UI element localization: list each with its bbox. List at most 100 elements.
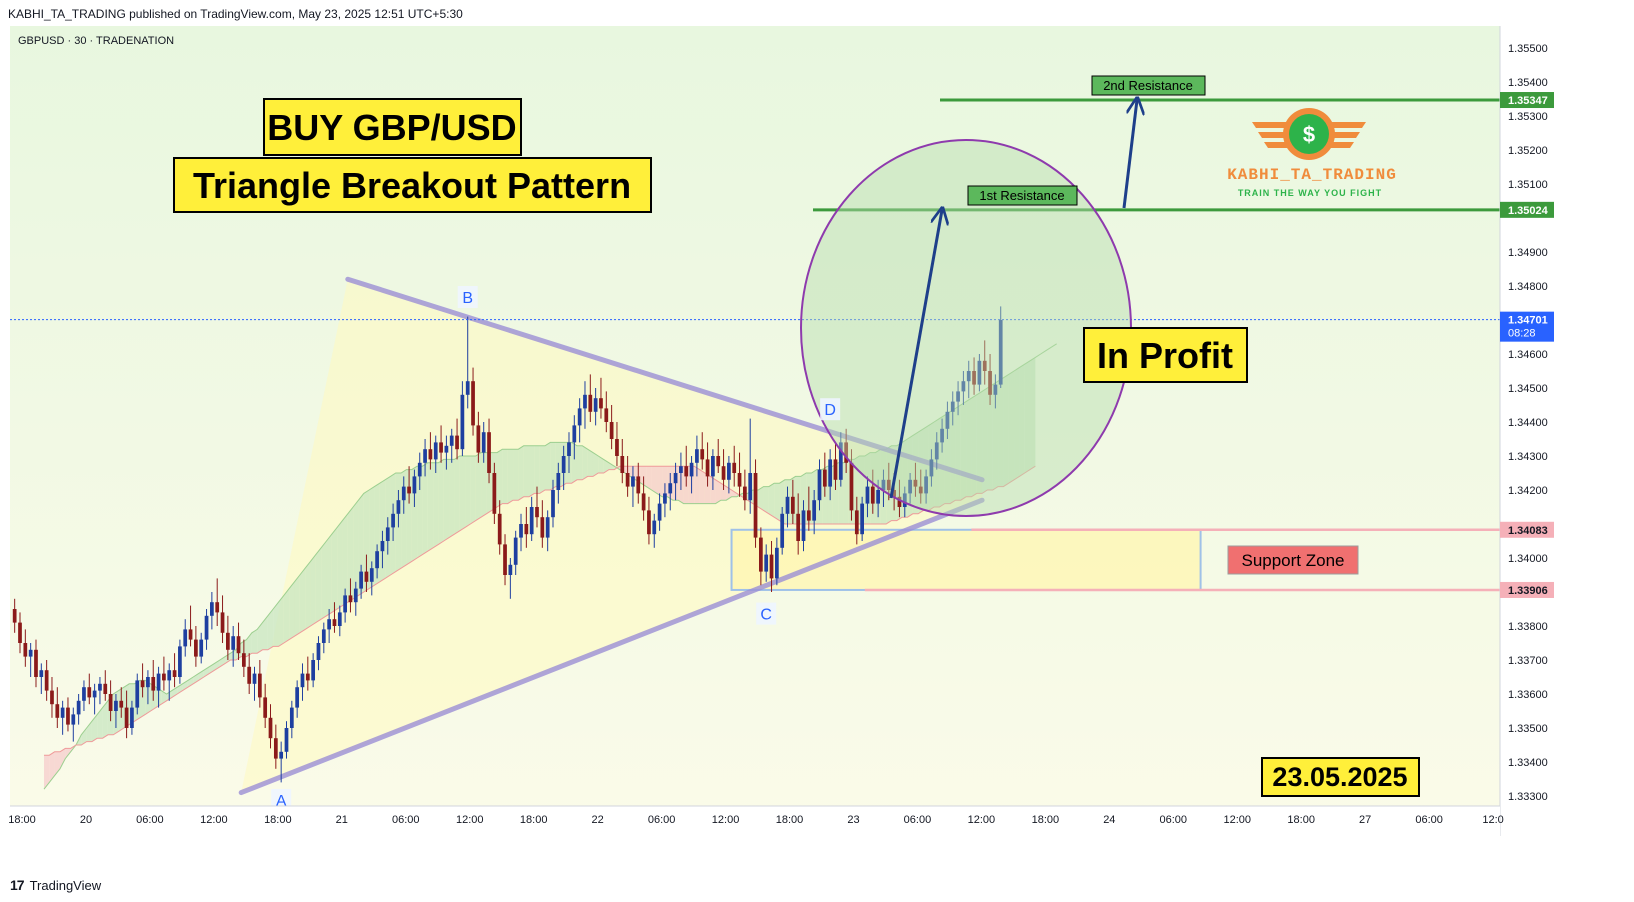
- cloud-segment: [187, 677, 194, 688]
- candle-body: [833, 459, 838, 480]
- price-tick-label: 1.33700: [1508, 655, 1548, 667]
- time-tick-label: 12:00: [1223, 814, 1251, 826]
- candle-body: [119, 700, 124, 708]
- candle-body: [236, 636, 241, 654]
- candle-body: [247, 666, 252, 684]
- price-badge: 1.34083: [1500, 521, 1554, 538]
- triangle-lower-line[interactable]: [238, 497, 985, 796]
- cloud-segment: [998, 377, 1004, 487]
- time-tick-label: 06:00: [1160, 814, 1188, 826]
- tradingview-footer[interactable]: 17 TradingView: [10, 874, 101, 896]
- cloud-segment: [305, 561, 311, 630]
- candle-body: [982, 360, 987, 371]
- candle-body: [439, 442, 443, 453]
- triangle-upper-line[interactable]: [345, 276, 985, 483]
- cloud-segment: [443, 459, 450, 541]
- cloud-segment: [646, 466, 652, 490]
- cloud-segment: [342, 513, 348, 606]
- cloud-segment: [347, 507, 354, 603]
- candle-body: [780, 513, 785, 548]
- candle-body: [838, 442, 843, 480]
- price-tick-label: 1.34200: [1508, 485, 1548, 497]
- cloud-segment: [715, 479, 721, 504]
- time-tick-label: 06:00: [648, 814, 676, 826]
- candle-body: [524, 524, 529, 535]
- cloud-segment: [587, 449, 593, 477]
- countdown-label: 08:28: [1508, 328, 1536, 340]
- cloud-segment: [54, 751, 60, 776]
- candle-body: [172, 670, 177, 677]
- price-tick-label: 1.35100: [1508, 179, 1548, 191]
- candle-body: [380, 541, 385, 552]
- candle-body: [972, 371, 976, 385]
- cloud-segment: [1019, 364, 1025, 477]
- candle-body: [503, 544, 507, 575]
- candle-body: [908, 479, 912, 494]
- time-axis[interactable]: 18:00 20 06:00 12:00 18:00 21 06:00 12:00 18:00 2…: [8, 814, 1504, 826]
- price-badge-label: 1.35347: [1508, 95, 1548, 107]
- pattern-title-text: Triangle Breakout Pattern: [193, 165, 631, 206]
- cloud-segment: [86, 721, 92, 742]
- candle-body: [263, 697, 268, 718]
- cloud-segment: [91, 714, 98, 742]
- candle-body: [860, 503, 864, 535]
- candle-body: [130, 707, 134, 728]
- candle-body: [199, 639, 204, 657]
- price-badge: 1.35024: [1500, 201, 1554, 218]
- candle-body: [76, 700, 81, 715]
- candle-body: [471, 381, 475, 426]
- time-tick-label: 24: [1103, 814, 1115, 826]
- point-label-c: C: [756, 602, 777, 625]
- candle-body: [167, 670, 172, 681]
- candle-body: [252, 673, 257, 684]
- cloud-segment: [465, 456, 471, 528]
- cloud-segment: [337, 520, 343, 609]
- point-label-text: C: [760, 607, 772, 624]
- candle-body: [902, 493, 907, 507]
- candle-body: [977, 360, 982, 385]
- point-label-text: B: [462, 290, 473, 307]
- candle-body: [732, 462, 737, 473]
- candle-body: [593, 398, 598, 412]
- candle-body: [401, 486, 406, 501]
- cloud-segment: [720, 483, 727, 501]
- time-tick-label: 18:00: [8, 814, 36, 826]
- candle-body: [641, 493, 646, 511]
- candle-body: [178, 646, 182, 677]
- cloud-segment: [774, 483, 780, 521]
- tradingview-logo-icon: 17: [10, 877, 25, 893]
- cloud-segment: [763, 486, 769, 514]
- cloud-segment: [363, 490, 370, 592]
- candle-body: [561, 456, 566, 473]
- candle-body: [790, 496, 795, 514]
- time-tick-label: 22: [592, 814, 604, 826]
- kabhi-logo: $ KABHI_TA_TRADING TRAIN THE WAY YOU FIG…: [1227, 108, 1396, 198]
- candle-body: [343, 595, 347, 613]
- price-axis[interactable]: 1.33300 1.33400 1.33500 1.33600 1.33700 1.338…: [1500, 43, 1554, 803]
- candle-body: [316, 643, 321, 660]
- candle-body: [194, 639, 198, 657]
- cloud-segment: [513, 449, 519, 501]
- candle-body: [327, 619, 331, 630]
- candle-body: [220, 612, 225, 633]
- cloud-segment: [603, 459, 609, 473]
- cloud-segment: [598, 456, 604, 473]
- point-label-text: A: [276, 793, 287, 810]
- candle-body: [577, 408, 582, 426]
- time-tick-label: 23: [847, 814, 859, 826]
- profit-circle[interactable]: [800, 139, 1132, 517]
- cloud-segment: [273, 602, 279, 647]
- candle-body: [449, 435, 454, 446]
- cloud-segment: [726, 486, 732, 501]
- cloud-segment: [529, 445, 535, 497]
- candle-body: [679, 466, 683, 473]
- candle-body: [764, 554, 769, 572]
- cloud-segment: [550, 442, 556, 490]
- price-tick-label: 1.35200: [1508, 145, 1548, 157]
- candle-body: [289, 707, 294, 728]
- cloud-segment: [656, 466, 663, 497]
- candle-body: [631, 476, 635, 487]
- candle-body: [55, 704, 60, 718]
- cloud-segment: [843, 459, 849, 524]
- cloud-segment: [854, 456, 860, 524]
